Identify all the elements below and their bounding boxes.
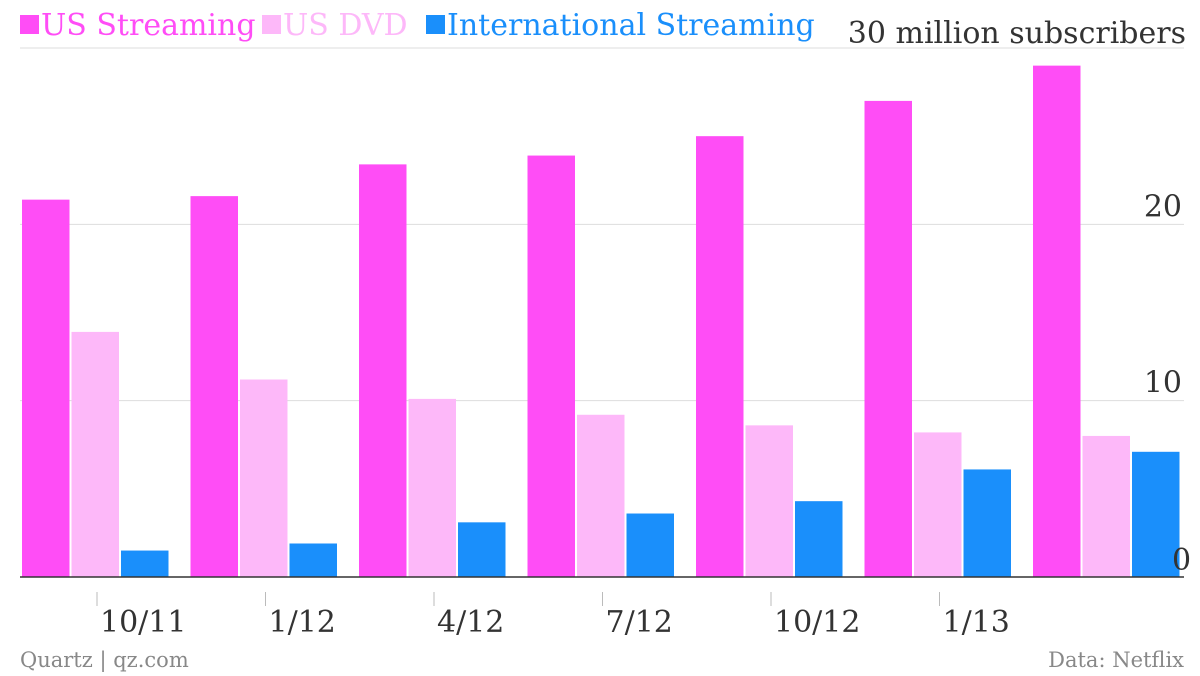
x-tick-label-2: 1/12 xyxy=(269,605,336,640)
bar-us-streaming-3 xyxy=(359,164,407,577)
bar-international-streaming-1 xyxy=(121,550,169,577)
bar-international-streaming-6 xyxy=(963,469,1011,577)
bar-us-dvd-2 xyxy=(240,379,288,577)
bar-us-dvd-1 xyxy=(71,331,119,577)
legend-swatch-international-streaming xyxy=(426,15,445,34)
bar-us-streaming-1 xyxy=(22,199,70,577)
source-credit: Quartz | qz.com xyxy=(20,648,189,673)
bar-us-dvd-4 xyxy=(577,414,625,577)
x-tick-label-5: 10/12 xyxy=(774,605,860,640)
bar-us-dvd-5 xyxy=(745,425,793,577)
bar-international-streaming-4 xyxy=(626,513,674,577)
bar-us-dvd-6 xyxy=(914,432,962,577)
legend-swatch-us-dvd xyxy=(262,15,281,34)
y-tick-label-20: 20 xyxy=(1144,189,1182,224)
x-tick-label-4: 7/12 xyxy=(606,605,673,640)
bar-us-dvd-3 xyxy=(408,398,456,577)
x-tick-label-3: 4/12 xyxy=(437,605,504,640)
x-axis: 10/11 1/12 4/12 7/12 10/12 1/13 xyxy=(20,576,1184,640)
legend-swatch-us-streaming xyxy=(20,15,39,34)
x-tick-label-1: 10/11 xyxy=(100,605,186,640)
legend: US Streaming US DVD International Streamin… xyxy=(20,8,815,43)
data-source: Data: Netflix xyxy=(1048,648,1184,672)
bar-us-streaming-2 xyxy=(190,196,238,577)
legend-label-us-dvd: US DVD xyxy=(283,8,408,43)
legend-label-international-streaming: International Streaming xyxy=(447,8,815,43)
bars xyxy=(22,65,1180,578)
y-tick-label-10: 10 xyxy=(1144,366,1182,401)
bar-international-streaming-7 xyxy=(1132,451,1180,577)
bar-us-streaming-4 xyxy=(527,155,575,577)
bar-us-dvd-7 xyxy=(1082,435,1130,577)
y-axis-unit-label: 30 million subscribers xyxy=(848,16,1186,51)
bar-us-streaming-6 xyxy=(864,100,912,578)
bar-international-streaming-2 xyxy=(289,543,337,577)
x-tick-label-6: 1/13 xyxy=(943,605,1010,640)
bar-us-streaming-7 xyxy=(1033,65,1081,577)
bar-international-streaming-5 xyxy=(795,501,843,577)
y-tick-label-0: 0 xyxy=(1172,543,1191,578)
bar-international-streaming-3 xyxy=(458,522,506,577)
legend-label-us-streaming: US Streaming xyxy=(41,8,256,43)
bar-us-streaming-5 xyxy=(696,136,744,577)
